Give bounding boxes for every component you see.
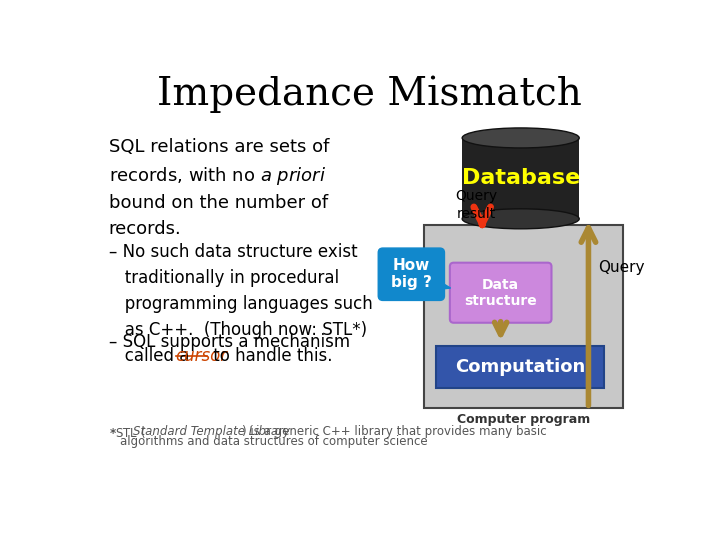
- Text: Data
structure: Data structure: [464, 278, 537, 308]
- Text: How
big ?: How big ?: [391, 258, 432, 291]
- Text: to handle this.: to handle this.: [208, 347, 333, 366]
- Text: Standard Template Library: Standard Template Library: [133, 425, 290, 438]
- Text: $\mathbf{*}$STL (: $\mathbf{*}$STL (: [109, 425, 145, 440]
- Text: Query: Query: [598, 260, 644, 275]
- Text: Computation: Computation: [455, 358, 585, 376]
- Text: – SQL supports a mechanism: – SQL supports a mechanism: [109, 333, 350, 351]
- FancyBboxPatch shape: [378, 248, 444, 300]
- FancyBboxPatch shape: [462, 138, 579, 219]
- Text: algorithms and data structures of computer science: algorithms and data structures of comput…: [120, 435, 427, 448]
- Text: Query
result: Query result: [455, 190, 497, 221]
- Text: Database: Database: [462, 168, 580, 188]
- Text: Computer program: Computer program: [457, 413, 590, 426]
- Text: cursor: cursor: [176, 347, 228, 366]
- Text: Impedance Mismatch: Impedance Mismatch: [156, 75, 582, 113]
- FancyBboxPatch shape: [425, 225, 623, 408]
- FancyBboxPatch shape: [436, 346, 604, 388]
- Text: SQL relations are sets of
records, with no $\it{a\ priori}$
bound on the number : SQL relations are sets of records, with …: [109, 138, 329, 238]
- Text: – No such data structure exist
   traditionally in procedural
   programming lan: – No such data structure exist tradition…: [109, 244, 372, 339]
- FancyBboxPatch shape: [450, 262, 552, 323]
- Ellipse shape: [462, 209, 579, 229]
- Text: ) is a generic C++ library that provides many basic: ) is a generic C++ library that provides…: [242, 425, 546, 438]
- Polygon shape: [435, 279, 451, 289]
- Text: called a: called a: [109, 347, 194, 366]
- Ellipse shape: [462, 128, 579, 148]
